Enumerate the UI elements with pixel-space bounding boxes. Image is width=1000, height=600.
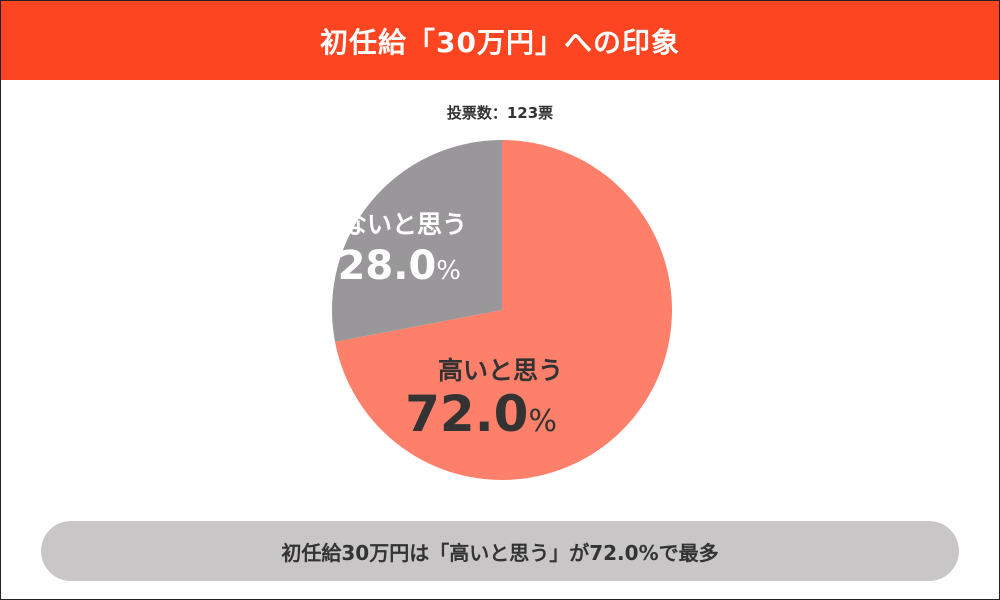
slice-value-unit-not-high: %: [436, 256, 461, 286]
slice-value-high: 72.0%: [405, 385, 557, 443]
slice-value-number-high: 72.0: [405, 385, 528, 443]
slice-label-high: 高いと思う: [438, 356, 563, 385]
slice-value-number-not-high: 28.0: [338, 243, 437, 289]
slice-value-not-high: 28.0%: [338, 243, 461, 289]
summary-text: 初任給30万円は「高いと思う」が72.0%で最多: [281, 540, 719, 565]
summary-banner: 初任給30万円は「高いと思う」が72.0%で最多: [41, 521, 959, 581]
pie-slice-not-high: [331, 140, 502, 342]
header-bar: 初任給「30万円」への印象: [1, 1, 999, 80]
pie-slice-high: [335, 140, 672, 481]
slice-value-unit-high: %: [528, 404, 557, 439]
page-title: 初任給「30万円」への印象: [320, 25, 680, 59]
vote-count: 投票数：123票: [446, 104, 554, 122]
slice-label-not-high: 高くないと思う: [292, 210, 467, 239]
